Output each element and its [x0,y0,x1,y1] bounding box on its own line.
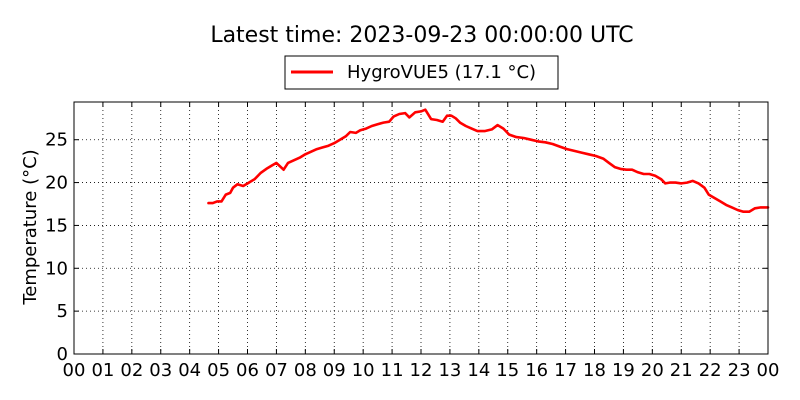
series-line-hygrovue5 [207,108,770,213]
chart-title: Latest time: 2023-09-23 00:00:00 UTC [210,23,633,48]
grid [74,102,768,354]
x-tick-label: 00 [757,360,780,381]
legend: HygroVUE5 (17.1 °C) [284,55,559,90]
series-layer [207,108,770,213]
legend-label: HygroVUE5 (17.1 °C) [347,62,536,83]
y-tick-label: 15 [45,215,68,236]
x-tick-label: 12 [410,360,433,381]
x-tick-label: 13 [438,360,461,381]
x-tick-label: 21 [670,360,693,381]
x-tick-label: 15 [496,360,519,381]
x-tick-label: 23 [728,360,751,381]
y-tick-label: 5 [57,301,68,322]
x-tick-label: 03 [149,360,172,381]
x-tick-label: 07 [265,360,288,381]
x-tick-label: 17 [554,360,577,381]
x-tick-label: 16 [525,360,548,381]
x-tick-label: 04 [178,360,201,381]
y-tick-label: 25 [45,130,68,151]
x-tick-label: 01 [91,360,114,381]
x-tick-label: 10 [352,360,375,381]
x-tick-label: 02 [120,360,143,381]
x-tick-label: 00 [63,360,86,381]
x-tick-label: 06 [236,360,259,381]
x-tick-label: 08 [294,360,317,381]
y-axis-label: Temperature (°C) [20,149,41,305]
x-tick-label: 20 [641,360,664,381]
x-axis-ticks: 00 01 02 03 04 05 06 07 08 09 10 11 12 13 14 15 16 17 18 19… [63,102,780,381]
y-tick-label: 0 [57,344,68,365]
x-tick-label: 22 [699,360,722,381]
x-tick-label: 18 [583,360,606,381]
x-tick-label: 14 [467,360,490,381]
x-tick-label: 19 [612,360,635,381]
y-tick-label: 20 [45,173,68,194]
y-axis-ticks: 0 5 10 15 20 25 [45,130,768,365]
y-tick-label: 10 [45,258,68,279]
x-tick-label: 05 [207,360,230,381]
plot-area-frame [73,101,769,355]
x-tick-label: 11 [381,360,404,381]
x-tick-label: 09 [323,360,346,381]
